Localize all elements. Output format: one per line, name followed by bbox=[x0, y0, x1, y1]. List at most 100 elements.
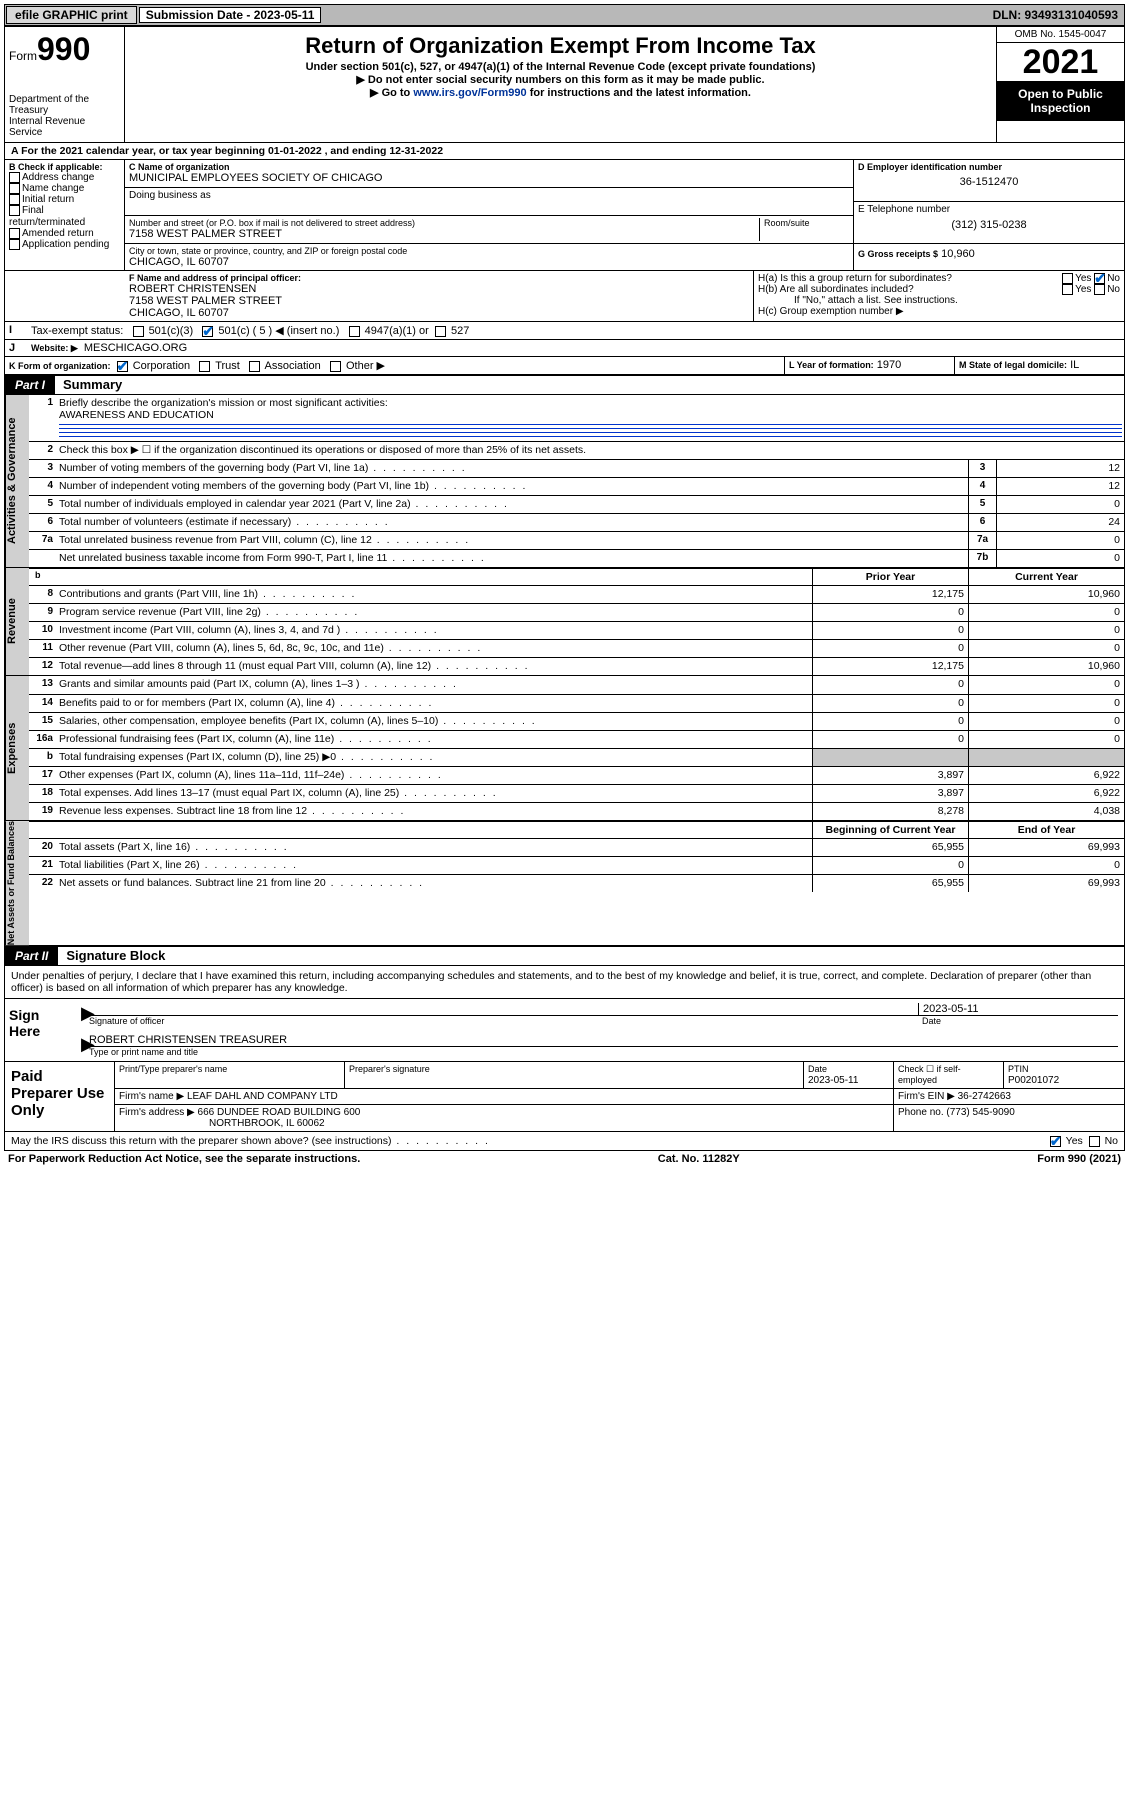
col-beginning: Beginning of Current Year bbox=[812, 822, 968, 838]
box-d: D Employer identification number 36-1512… bbox=[854, 160, 1124, 202]
line-2: Check this box ▶ ☐ if the organization d… bbox=[57, 442, 1124, 459]
discuss-no[interactable]: No bbox=[1089, 1135, 1118, 1147]
box-l: L Year of formation: 1970 bbox=[784, 357, 954, 374]
check-trust[interactable]: Trust bbox=[199, 360, 240, 372]
line-a: A For the 2021 calendar year, or tax yea… bbox=[5, 143, 1124, 160]
summary-row: 14Benefits paid to or for members (Part … bbox=[29, 694, 1124, 712]
check-self-employed[interactable]: Check ☐ if self-employed bbox=[894, 1062, 1004, 1088]
summary-row: 13Grants and similar amounts paid (Part … bbox=[29, 676, 1124, 694]
box-h: H(a) Is this a group return for subordin… bbox=[754, 271, 1124, 321]
open-inspection: Open to PublicInspection bbox=[997, 81, 1124, 121]
check-4947[interactable]: 4947(a)(1) or bbox=[349, 325, 429, 337]
form-subtitle-2: ▶ Do not enter social security numbers o… bbox=[131, 73, 990, 86]
part1-header: Part ISummary bbox=[5, 375, 1124, 395]
form-header: Form990 Department of the Treasury Inter… bbox=[5, 27, 1124, 143]
form-subtitle-1: Under section 501(c), 527, or 4947(a)(1)… bbox=[131, 61, 990, 73]
summary-row: 22Net assets or fund balances. Subtract … bbox=[29, 874, 1124, 892]
summary-row: 16aProfessional fundraising fees (Part I… bbox=[29, 730, 1124, 748]
box-c-name: C Name of organization MUNICIPAL EMPLOYE… bbox=[125, 160, 853, 188]
tab-revenue: Revenue bbox=[5, 568, 29, 675]
summary-row: 12Total revenue—add lines 8 through 11 (… bbox=[29, 657, 1124, 675]
discuss-yes[interactable]: Yes bbox=[1050, 1135, 1083, 1147]
check-name-change[interactable]: Name change bbox=[9, 183, 120, 194]
box-e: E Telephone number (312) 315-0238 bbox=[854, 202, 1124, 244]
efile-print-button[interactable]: efile GRAPHIC print bbox=[6, 6, 137, 24]
summary-row: 7aTotal unrelated business revenue from … bbox=[29, 531, 1124, 549]
officer-name: ROBERT CHRISTENSEN TREASURER bbox=[89, 1034, 1118, 1047]
box-f: F Name and address of principal officer:… bbox=[125, 271, 754, 321]
submission-date-label: Submission Date - bbox=[146, 8, 254, 22]
mission-text: AWARENESS AND EDUCATION bbox=[59, 409, 214, 421]
check-initial-return[interactable]: Initial return bbox=[9, 194, 120, 205]
check-assoc[interactable]: Association bbox=[249, 360, 321, 372]
check-other[interactable]: Other ▶ bbox=[330, 360, 385, 372]
summary-row: Net unrelated business taxable income fr… bbox=[29, 549, 1124, 567]
summary-row: 5Total number of individuals employed in… bbox=[29, 495, 1124, 513]
box-k: K Form of organization: Corporation Trus… bbox=[5, 357, 784, 374]
box-b: B Check if applicable: Address change Na… bbox=[5, 160, 125, 270]
summary-row: 10Investment income (Part VIII, column (… bbox=[29, 621, 1124, 639]
hb-no[interactable]: No bbox=[1094, 284, 1120, 295]
summary-row: 4Number of independent voting members of… bbox=[29, 477, 1124, 495]
dept-treasury: Department of the Treasury bbox=[9, 94, 120, 116]
ha-no[interactable]: No bbox=[1094, 273, 1120, 284]
check-501c[interactable]: 501(c) ( 5 ) ◀ (insert no.) bbox=[202, 325, 339, 337]
check-application-pending[interactable]: Application pending bbox=[9, 239, 120, 250]
form-subtitle-3: ▶ Go to www.irs.gov/Form990 for instruct… bbox=[131, 86, 990, 99]
check-501c3[interactable]: 501(c)(3) bbox=[133, 325, 194, 337]
irs-label: Internal Revenue Service bbox=[9, 116, 120, 138]
col-prior-year: Prior Year bbox=[812, 569, 968, 585]
summary-row: bTotal fundraising expenses (Part IX, co… bbox=[29, 748, 1124, 766]
part2-header: Part IISignature Block bbox=[5, 946, 1124, 966]
hb-yes[interactable]: Yes bbox=[1062, 284, 1091, 295]
box-c-address: Number and street (or P.O. box if mail i… bbox=[125, 216, 853, 244]
summary-row: 17Other expenses (Part IX, column (A), l… bbox=[29, 766, 1124, 784]
box-c-city: City or town, state or province, country… bbox=[125, 244, 853, 270]
sign-here-block: Sign Here ▶ 2023-05-11 Signature of offi… bbox=[5, 998, 1124, 1061]
summary-row: 20Total assets (Part X, line 16)65,95569… bbox=[29, 838, 1124, 856]
summary-row: 18Total expenses. Add lines 13–17 (must … bbox=[29, 784, 1124, 802]
summary-row: 21Total liabilities (Part X, line 26)00 bbox=[29, 856, 1124, 874]
omb-number: OMB No. 1545-0047 bbox=[997, 27, 1124, 43]
irs-link[interactable]: www.irs.gov/Form990 bbox=[413, 87, 526, 99]
page-footer: For Paperwork Reduction Act Notice, see … bbox=[4, 1151, 1125, 1167]
summary-row: 9Program service revenue (Part VIII, lin… bbox=[29, 603, 1124, 621]
submission-date: Submission Date - 2023-05-11 bbox=[139, 7, 322, 23]
submission-date-value: 2023-05-11 bbox=[254, 8, 315, 22]
box-g: G Gross receipts $ 10,960 bbox=[854, 244, 1124, 264]
tax-year: 2021 bbox=[997, 43, 1124, 81]
box-c-dba: Doing business as bbox=[125, 188, 853, 216]
summary-row: 11Other revenue (Part VIII, column (A), … bbox=[29, 639, 1124, 657]
ha-yes[interactable]: Yes bbox=[1062, 273, 1091, 284]
section-expenses: Expenses 13Grants and similar amounts pa… bbox=[5, 676, 1124, 821]
box-i: Tax-exempt status: 501(c)(3) 501(c) ( 5 … bbox=[27, 322, 1124, 339]
check-address-change[interactable]: Address change bbox=[9, 172, 120, 183]
sign-date: 2023-05-11 bbox=[918, 1003, 1118, 1015]
box-j: Website: ▶ MESCHICAGO.ORG bbox=[27, 340, 1124, 356]
tab-governance: Activities & Governance bbox=[5, 395, 29, 567]
may-discuss: May the IRS discuss this return with the… bbox=[5, 1131, 1124, 1150]
col-current-year: Current Year bbox=[968, 569, 1124, 585]
check-corp[interactable]: Corporation bbox=[117, 360, 191, 372]
summary-row: 19Revenue less expenses. Subtract line 1… bbox=[29, 802, 1124, 820]
dln: DLN: 93493131040593 bbox=[993, 8, 1124, 22]
section-revenue: Revenue b Prior Year Current Year 8Contr… bbox=[5, 568, 1124, 676]
form-frame: Form990 Department of the Treasury Inter… bbox=[4, 26, 1125, 1151]
room-suite: Room/suite bbox=[759, 218, 849, 241]
section-governance: Activities & Governance 1 Briefly descri… bbox=[5, 395, 1124, 568]
col-end: End of Year bbox=[968, 822, 1124, 838]
form-number: Form990 bbox=[9, 31, 120, 68]
check-527[interactable]: 527 bbox=[435, 325, 469, 337]
top-toolbar: efile GRAPHIC print Submission Date - 20… bbox=[4, 4, 1125, 26]
box-m: M State of legal domicile: IL bbox=[954, 357, 1124, 374]
check-amended-return[interactable]: Amended return bbox=[9, 228, 120, 239]
paid-preparer-block: Paid Preparer Use Only Print/Type prepar… bbox=[5, 1061, 1124, 1131]
penalties-text: Under penalties of perjury, I declare th… bbox=[5, 966, 1124, 998]
summary-row: 3Number of voting members of the governi… bbox=[29, 459, 1124, 477]
tab-net-assets: Net Assets or Fund Balances bbox=[5, 821, 29, 945]
summary-row: 15Salaries, other compensation, employee… bbox=[29, 712, 1124, 730]
check-final-return[interactable]: Final return/terminated bbox=[9, 205, 120, 227]
summary-row: 8Contributions and grants (Part VIII, li… bbox=[29, 585, 1124, 603]
form-title: Return of Organization Exempt From Incom… bbox=[131, 33, 990, 59]
tab-expenses: Expenses bbox=[5, 676, 29, 820]
